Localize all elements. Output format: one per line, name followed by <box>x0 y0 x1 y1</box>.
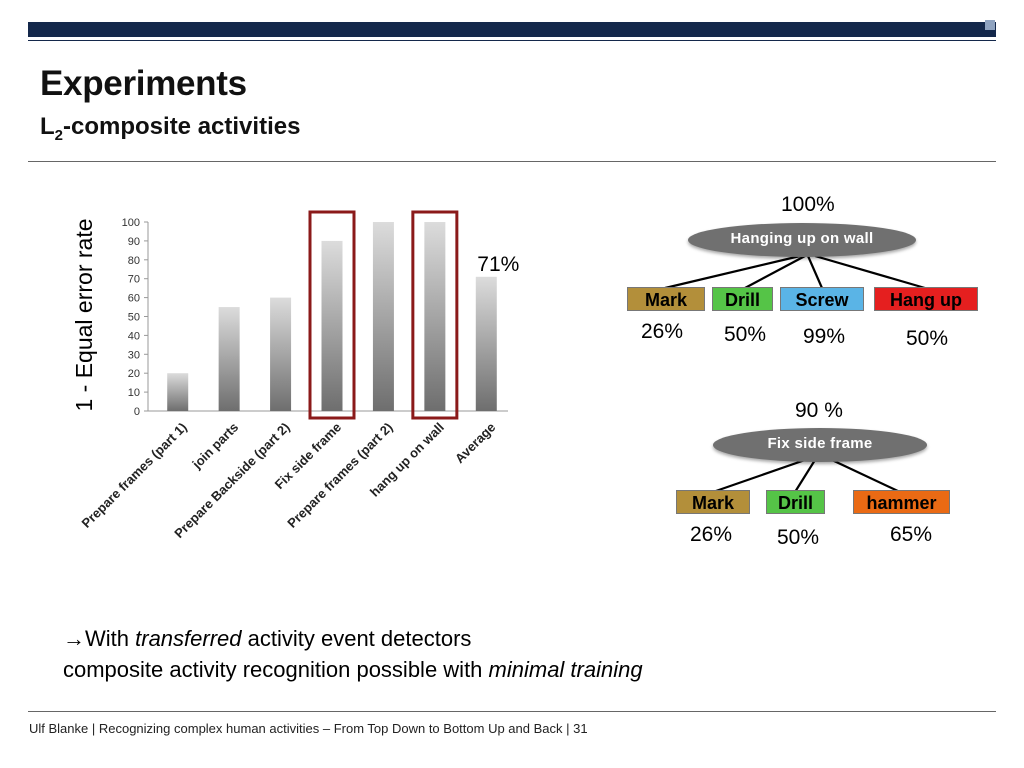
subtitle-prefix: L <box>40 113 55 140</box>
y-tick-label: 50 <box>128 312 140 324</box>
tree1-drill-percent: 50% <box>724 323 767 346</box>
y-tick-label: 90 <box>128 236 140 248</box>
tree2-link-mark <box>712 458 806 494</box>
conclusion-line-2-em: minimal training <box>488 657 643 682</box>
tree1-screw-percent: 99% <box>803 325 846 348</box>
conclusion-line-1-b: activity event detectors <box>241 626 472 651</box>
footer-divider <box>28 711 996 712</box>
tree1-node-drill-label: Drill <box>724 290 760 310</box>
conclusion-line-1: →With transferred activity event detecto… <box>63 626 471 652</box>
tree2-root-percent: 90 % <box>795 399 843 422</box>
slide-subtitle: L2-composite activities <box>40 113 300 144</box>
y-tick-label: 100 <box>122 217 140 229</box>
bar-average <box>475 276 497 411</box>
tree1-mark-percent: 26% <box>641 320 684 343</box>
tree2-drill-percent: 50% <box>777 526 820 549</box>
tree2-node-drill-label: Drill <box>777 493 813 513</box>
tree1-link-mark <box>664 254 801 290</box>
tree1-node-drill: Drill <box>712 287 773 311</box>
y-tick-label: 40 <box>128 330 140 342</box>
tree1-hangup-percent: 50% <box>906 327 949 350</box>
tree1-node-mark: Mark <box>627 287 705 311</box>
tree1-node-hangup-label: Hang up <box>890 290 962 310</box>
top-banner-bar <box>28 22 996 37</box>
tree2-link-hammer <box>831 459 901 493</box>
tree2-node-hammer: hammer <box>853 490 950 514</box>
subtitle-rest: -composite activities <box>63 113 301 140</box>
tree1-link-screw <box>806 255 824 289</box>
bar-fix-side-frame <box>321 240 343 411</box>
tree2-node-mark: Mark <box>676 490 750 514</box>
y-tick-label: 0 <box>134 406 140 418</box>
bar-join-parts <box>218 307 240 411</box>
y-tick-label: 80 <box>128 255 140 267</box>
top-banner-line <box>28 40 996 41</box>
tree2-node-mark-label: Mark <box>691 493 735 513</box>
y-tick-label: 30 <box>128 349 140 361</box>
tree2-link-drill <box>794 459 816 493</box>
y-tick-label: 60 <box>128 293 140 305</box>
conclusion-line-1-em: transferred <box>135 626 242 651</box>
bar-prepare-frames-part-1 <box>167 373 189 411</box>
tree1-node-hangup: Hang up <box>874 287 978 311</box>
tree2-hammer-percent: 65% <box>890 523 933 546</box>
tree1-node-screw-label: Screw <box>795 290 849 310</box>
highlight-box <box>308 210 356 420</box>
y-tick-label: 10 <box>128 387 140 399</box>
conclusion-line-2: composite activity recognition possible … <box>63 657 643 683</box>
tree2-node-hammer-label: hammer <box>866 493 937 513</box>
y-tick-label: 20 <box>128 368 140 380</box>
tree1-root-percent: 100% <box>781 193 835 216</box>
bar-prepare-backside-part-2 <box>270 297 292 411</box>
tree2-node-drill: Drill <box>766 490 825 514</box>
conclusion-line-2-a: composite activity recognition possible … <box>63 657 489 682</box>
y-tick-label: 70 <box>128 274 140 286</box>
conclusion-line-1-a: With <box>85 626 136 651</box>
subtitle-subscript: 2 <box>54 126 64 144</box>
tree1-link-drill <box>744 255 806 289</box>
arrow-right-icon: → <box>63 626 85 651</box>
tree2-mark-percent: 26% <box>690 523 733 546</box>
header-divider <box>28 161 996 162</box>
tree1-node-screw: Screw <box>780 287 864 311</box>
tree2-root-node: Fix side frame <box>713 428 927 462</box>
tree1-node-mark-label: Mark <box>644 290 688 310</box>
tree1-root-node: Hanging up on wall <box>688 223 916 257</box>
highlight-box <box>411 210 459 420</box>
slide-title: Experiments <box>40 64 247 103</box>
bar-prepare-frames-part-2 <box>372 222 394 411</box>
footer-text: Ulf Blanke | Recognizing complex human a… <box>29 721 588 736</box>
tree1-link-hangup <box>814 254 926 290</box>
bar-hang-up-on-wall <box>424 222 446 411</box>
corner-square <box>985 20 995 30</box>
average-annotation: 71% <box>477 253 519 276</box>
